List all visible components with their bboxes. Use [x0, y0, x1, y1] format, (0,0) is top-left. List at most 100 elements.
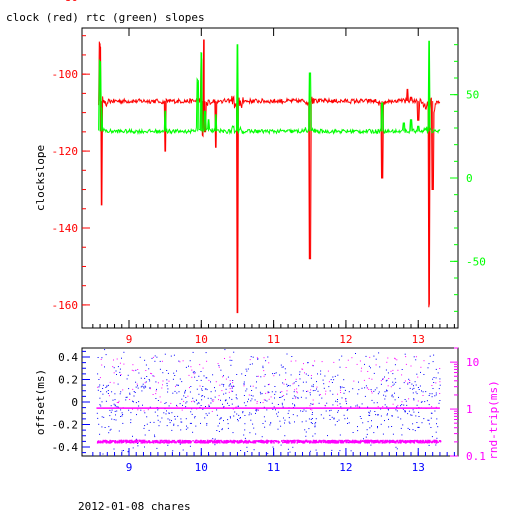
roundtrip-point [405, 441, 407, 444]
offset-point [130, 422, 132, 424]
roundtrip-point [336, 440, 338, 442]
roundtrip-scatter-point [294, 389, 296, 391]
offset-point [205, 352, 207, 354]
roundtrip-point [327, 440, 329, 442]
offset-point [116, 374, 117, 375]
roundtrip-point [160, 439, 163, 442]
offset-point [231, 403, 233, 405]
offset-point [355, 353, 356, 354]
offset-point [167, 418, 169, 420]
offset-point [337, 374, 339, 376]
offset-point [235, 394, 237, 396]
offset-point [435, 377, 437, 379]
roundtrip-point [385, 441, 387, 443]
offset-point [377, 427, 378, 429]
offset-point [281, 395, 283, 397]
offset-point [347, 409, 349, 411]
offset-point [338, 359, 340, 361]
offset-point [155, 398, 157, 399]
offset-point [120, 416, 122, 417]
roundtrip-point [145, 440, 148, 443]
offset-point [190, 411, 192, 413]
roundtrip-scatter-point [302, 368, 304, 370]
offset-point [384, 398, 386, 400]
offset-point [149, 406, 151, 408]
roundtrip-point [105, 442, 108, 444]
offset-point [367, 406, 369, 408]
roundtrip-point [288, 440, 291, 443]
offset-point [359, 416, 361, 417]
offset-point [305, 431, 307, 433]
roundtrip-point [350, 441, 352, 444]
offset-point [237, 419, 238, 420]
offset-point [415, 359, 417, 361]
offset-point [312, 365, 314, 367]
roundtrip-point [244, 439, 247, 442]
roundtrip-scatter-point [303, 363, 304, 365]
offset-point [173, 354, 175, 356]
offset-point [184, 392, 186, 394]
roundtrip-point [245, 442, 247, 444]
roundtrip-point [167, 442, 169, 444]
offset-point [262, 367, 264, 369]
offset-point [395, 446, 397, 448]
roundtrip-point [233, 442, 235, 444]
offset-point [339, 386, 341, 388]
roundtrip-point [355, 441, 357, 443]
offset-point [303, 409, 305, 411]
roundtrip-point [412, 440, 414, 442]
offset-point [193, 371, 195, 373]
roundtrip-point [281, 440, 283, 442]
offset-point [216, 409, 218, 411]
roundtrip-point [147, 440, 150, 442]
offset-point [194, 417, 196, 419]
roundtrip-point [408, 440, 410, 443]
roundtrip-point [360, 439, 362, 442]
roundtrip-scatter-point [132, 388, 134, 390]
offset-point [102, 388, 104, 389]
offset-point [237, 420, 239, 422]
offset-point [263, 416, 265, 418]
roundtrip-scatter-point [268, 383, 270, 385]
roundtrip-scatter-point [218, 366, 220, 368]
offset-point [260, 376, 262, 378]
roundtrip-point [175, 441, 177, 444]
roundtrip-point [355, 440, 358, 442]
top-series-group [98, 39, 441, 314]
offset-point [166, 370, 168, 371]
roundtrip-point [178, 440, 181, 443]
offset-point [287, 448, 289, 450]
roundtrip-point [264, 440, 266, 443]
offset-point [209, 405, 210, 407]
roundtrip-scatter-point [390, 386, 392, 388]
roundtrip-point [397, 441, 400, 444]
offset-point [302, 390, 304, 392]
offset-point [312, 390, 314, 392]
roundtrip-point [367, 439, 370, 442]
offset-point [295, 381, 297, 382]
offset-point [121, 450, 123, 452]
offset-point [430, 427, 432, 428]
roundtrip-scatter-point [187, 395, 189, 397]
roundtrip-scatter-point [119, 362, 121, 364]
roundtrip-point [226, 439, 228, 442]
roundtrip-point [184, 440, 186, 442]
offset-point [245, 405, 247, 407]
offset-point [392, 381, 394, 383]
offset-point [129, 393, 131, 395]
offset-point [374, 411, 376, 412]
offset-point [141, 390, 143, 392]
offset-point [201, 399, 203, 401]
roundtrip-point [328, 441, 331, 443]
roundtrip-point [138, 439, 141, 442]
bottom-y-tick-label: -0.2 [52, 419, 79, 432]
offset-point [158, 425, 160, 427]
roundtrip-scatter-point [159, 396, 161, 398]
offset-point [369, 427, 371, 429]
offset-point [174, 416, 176, 417]
offset-point [407, 427, 409, 429]
roundtrip-point [374, 440, 376, 442]
offset-point [309, 394, 311, 396]
roundtrip-scatter-point [387, 385, 389, 387]
offset-point [266, 400, 268, 402]
